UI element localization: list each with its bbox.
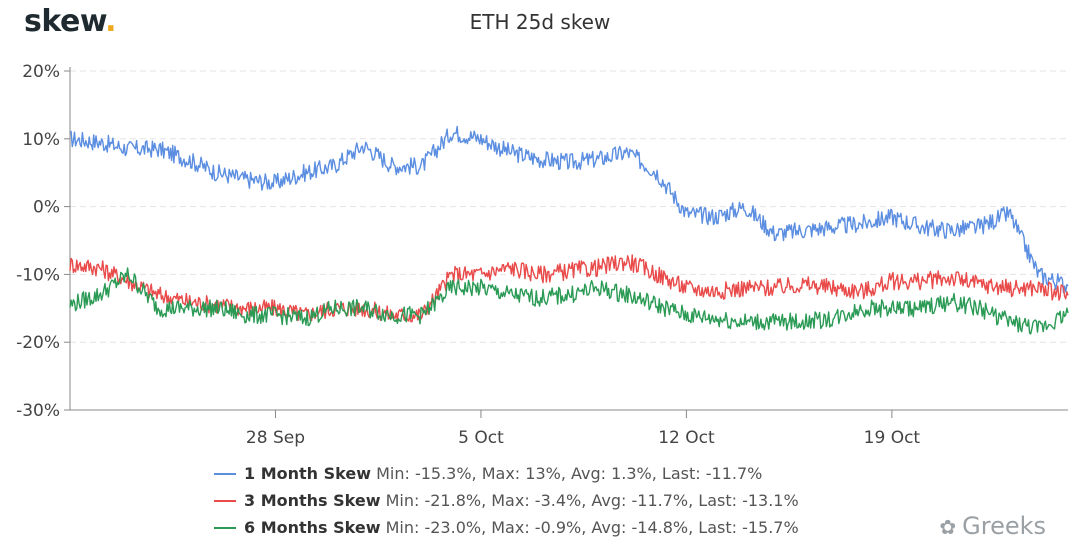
series-lines — [69, 125, 1069, 335]
legend-series-name: 6 Months Skew — [244, 518, 381, 537]
x-tick-label: 12 Oct — [658, 428, 715, 448]
legend-item[interactable]: 3 Months Skew Min: -21.8%, Max: -3.4%, A… — [214, 487, 799, 514]
series-line-1 — [69, 125, 1069, 294]
x-tick-label: 28 Sep — [246, 428, 305, 448]
y-tick-label: 20% — [22, 62, 60, 82]
series-line-3 — [69, 267, 1069, 335]
y-tick-label: -10% — [16, 265, 60, 285]
legend-series-name: 1 Month Skew — [244, 464, 371, 483]
skew-logo: skew. — [24, 4, 117, 39]
y-tick-label: 10% — [22, 130, 60, 150]
y-tick-label: 0% — [33, 198, 60, 218]
wechat-icon: ✿ — [939, 515, 957, 539]
legend-swatch — [214, 499, 236, 502]
x-tick-label: 19 Oct — [864, 428, 921, 448]
legend-series-name: 3 Months Skew — [244, 491, 381, 510]
axes — [64, 67, 1068, 418]
watermark: ✿ Greeks — [939, 512, 1046, 540]
legend-series-stats: Min: -15.3%, Max: 13%, Avg: 1.3%, Last: … — [370, 464, 763, 483]
legend: 1 Month Skew Min: -15.3%, Max: 13%, Avg:… — [214, 460, 799, 541]
watermark-text: Greeks — [962, 512, 1046, 540]
series-line-2 — [69, 254, 1069, 323]
chart-title: ETH 25d skew — [469, 10, 611, 34]
logo-text: skew — [24, 4, 106, 39]
legend-item[interactable]: 1 Month Skew Min: -15.3%, Max: 13%, Avg:… — [214, 460, 799, 487]
tick-labels: 20% 10% 0% -10% -20% -30% 28 Sep 5 Oct 12 Oct 19 … — [16, 62, 920, 448]
logo-dot: . — [105, 4, 117, 39]
legend-item[interactable]: 6 Months Skew Min: -23.0%, Max: -0.9%, A… — [214, 514, 799, 541]
legend-swatch — [214, 472, 236, 475]
y-tick-label: -20% — [16, 333, 60, 353]
legend-series-stats: Min: -21.8%, Max: -3.4%, Avg: -11.7%, La… — [380, 491, 799, 510]
legend-swatch — [214, 526, 236, 529]
legend-series-stats: Min: -23.0%, Max: -0.9%, Avg: -14.8%, La… — [380, 518, 799, 537]
x-tick-label: 5 Oct — [458, 428, 504, 448]
y-tick-label: -30% — [16, 401, 60, 421]
